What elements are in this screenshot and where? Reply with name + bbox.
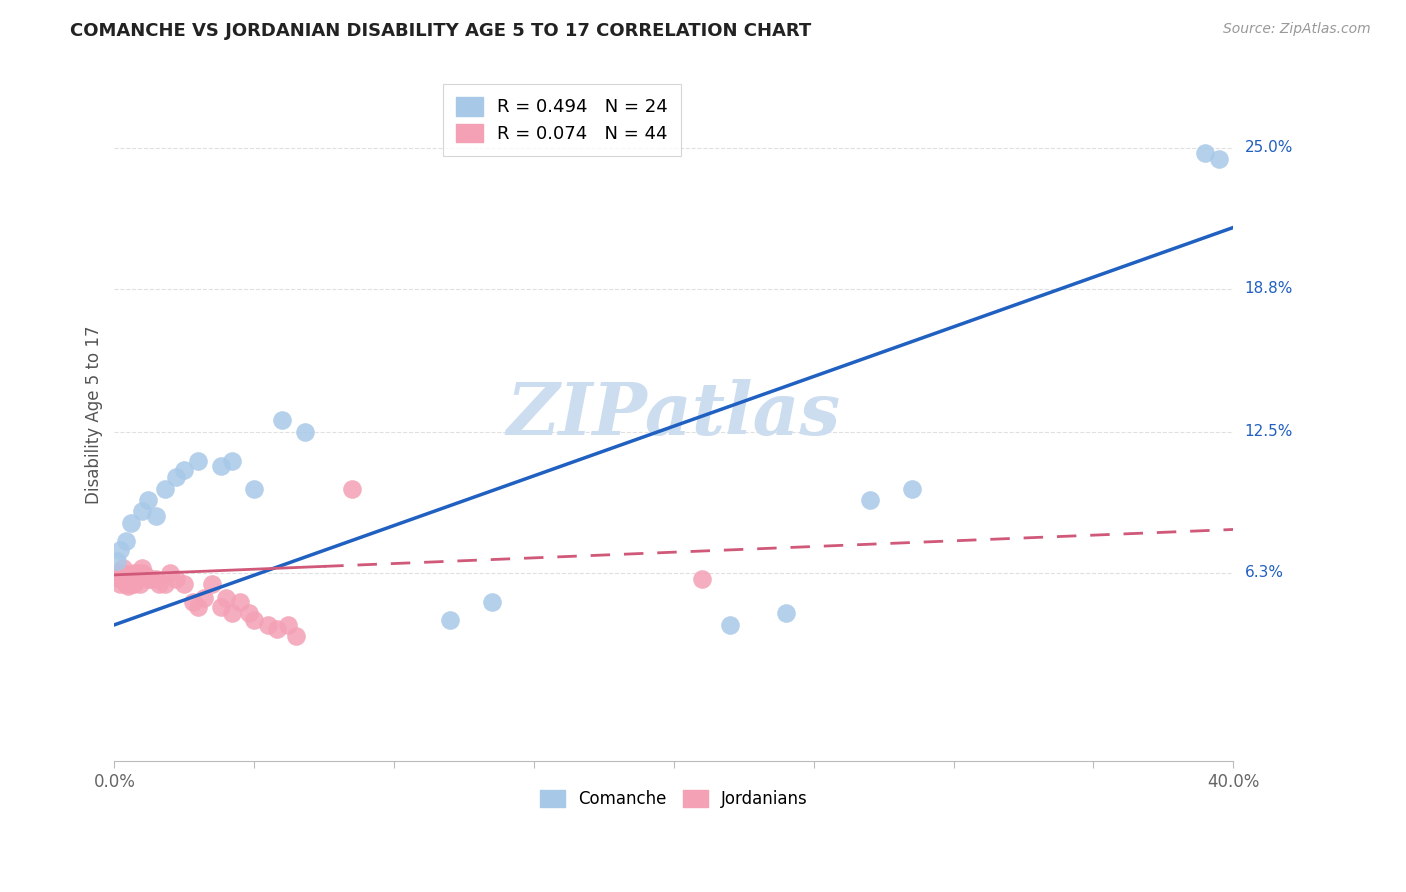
Point bbox=[173, 463, 195, 477]
Point bbox=[165, 573, 187, 587]
Point bbox=[1194, 145, 1216, 160]
Point bbox=[165, 470, 187, 484]
Point bbox=[266, 623, 288, 637]
Point bbox=[120, 577, 142, 591]
Point bbox=[481, 595, 503, 609]
Point bbox=[221, 454, 243, 468]
Point bbox=[125, 566, 148, 580]
Point bbox=[159, 566, 181, 580]
Point bbox=[181, 595, 204, 609]
Point bbox=[122, 566, 145, 580]
Point bbox=[215, 591, 238, 605]
Point bbox=[439, 613, 461, 627]
Text: 18.8%: 18.8% bbox=[1244, 281, 1294, 296]
Point bbox=[105, 554, 128, 568]
Point bbox=[690, 573, 713, 587]
Point bbox=[859, 492, 882, 507]
Point bbox=[105, 570, 128, 584]
Point bbox=[340, 482, 363, 496]
Point bbox=[153, 577, 176, 591]
Point bbox=[294, 425, 316, 439]
Point bbox=[243, 613, 266, 627]
Point bbox=[114, 533, 136, 548]
Point bbox=[125, 573, 148, 587]
Point bbox=[153, 482, 176, 496]
Point bbox=[277, 617, 299, 632]
Text: ZIPatlas: ZIPatlas bbox=[506, 379, 841, 450]
Point bbox=[257, 617, 280, 632]
Point bbox=[201, 577, 224, 591]
Point bbox=[131, 561, 153, 575]
Point bbox=[243, 482, 266, 496]
Point bbox=[193, 591, 215, 605]
Point bbox=[131, 504, 153, 518]
Point bbox=[117, 573, 139, 587]
Point bbox=[120, 567, 142, 582]
Point bbox=[122, 577, 145, 591]
Text: Source: ZipAtlas.com: Source: ZipAtlas.com bbox=[1223, 22, 1371, 37]
Point bbox=[111, 566, 134, 580]
Point bbox=[187, 454, 209, 468]
Point bbox=[114, 573, 136, 587]
Point bbox=[209, 458, 232, 473]
Text: COMANCHE VS JORDANIAN DISABILITY AGE 5 TO 17 CORRELATION CHART: COMANCHE VS JORDANIAN DISABILITY AGE 5 T… bbox=[70, 22, 811, 40]
Point bbox=[139, 573, 162, 587]
Text: 12.5%: 12.5% bbox=[1244, 425, 1294, 440]
Point bbox=[271, 413, 294, 427]
Point bbox=[131, 566, 153, 580]
Point bbox=[285, 629, 308, 643]
Point bbox=[229, 595, 252, 609]
Y-axis label: Disability Age 5 to 17: Disability Age 5 to 17 bbox=[86, 326, 103, 504]
Text: 25.0%: 25.0% bbox=[1244, 141, 1294, 155]
Point bbox=[209, 599, 232, 614]
Point bbox=[148, 577, 170, 591]
Point bbox=[145, 508, 167, 523]
Point bbox=[900, 482, 922, 496]
Point bbox=[111, 561, 134, 575]
Point bbox=[108, 573, 131, 587]
Point bbox=[136, 492, 159, 507]
Point bbox=[108, 542, 131, 557]
Point bbox=[173, 577, 195, 591]
Legend: Comanche, Jordanians: Comanche, Jordanians bbox=[533, 783, 814, 815]
Point bbox=[718, 617, 741, 632]
Point bbox=[1208, 153, 1230, 167]
Point bbox=[117, 579, 139, 593]
Text: 6.3%: 6.3% bbox=[1244, 566, 1284, 580]
Point bbox=[120, 516, 142, 530]
Point bbox=[134, 567, 156, 582]
Point bbox=[187, 599, 209, 614]
Point bbox=[775, 607, 797, 621]
Point bbox=[145, 573, 167, 587]
Point bbox=[136, 573, 159, 587]
Point bbox=[105, 566, 128, 580]
Point bbox=[221, 607, 243, 621]
Point bbox=[108, 577, 131, 591]
Point bbox=[238, 607, 260, 621]
Point bbox=[128, 577, 150, 591]
Point bbox=[114, 577, 136, 591]
